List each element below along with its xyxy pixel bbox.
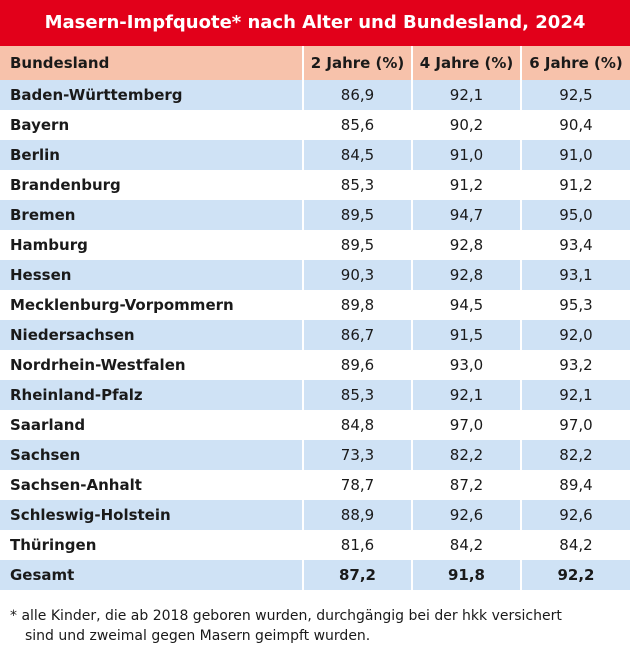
cell-bundesland: Schleswig-Holstein bbox=[0, 500, 304, 530]
column-header-bundesland: Bundesland bbox=[0, 46, 304, 80]
cell-value: 89,5 bbox=[303, 200, 413, 230]
cell-value: 81,6 bbox=[303, 530, 413, 560]
cell-value: 90,3 bbox=[303, 260, 413, 290]
cell-bundesland: Thüringen bbox=[0, 530, 304, 560]
cell-value: 92,1 bbox=[412, 380, 522, 410]
cell-value: 89,4 bbox=[521, 470, 630, 500]
table-row: Schleswig-Holstein 88,9 92,6 92,6 bbox=[0, 500, 630, 530]
header-row: Bundesland 2 Jahre (%) 4 Jahre (%) 6 Jah… bbox=[0, 46, 630, 80]
table-row: Niedersachsen 86,7 91,5 92,0 bbox=[0, 320, 630, 350]
column-header-6-jahre: 6 Jahre (%) bbox=[521, 46, 630, 80]
cell-value: 85,3 bbox=[303, 170, 413, 200]
cell-bundesland: Saarland bbox=[0, 410, 304, 440]
cell-value: 93,0 bbox=[412, 350, 522, 380]
cell-value: 89,8 bbox=[303, 290, 413, 320]
cell-value: 97,0 bbox=[521, 410, 630, 440]
cell-value: 84,8 bbox=[303, 410, 413, 440]
cell-value: 97,0 bbox=[412, 410, 522, 440]
footnote-line-1: * alle Kinder, die ab 2018 geboren wurde… bbox=[10, 608, 562, 624]
cell-bundesland: Sachsen-Anhalt bbox=[0, 470, 304, 500]
cell-value: 92,1 bbox=[521, 380, 630, 410]
cell-value: 91,0 bbox=[521, 140, 630, 170]
cell-bundesland: Bremen bbox=[0, 200, 304, 230]
cell-value: 87,2 bbox=[412, 470, 522, 500]
table-row: Rheinland-Pfalz 85,3 92,1 92,1 bbox=[0, 380, 630, 410]
cell-value: 92,8 bbox=[412, 260, 522, 290]
cell-bundesland: Berlin bbox=[0, 140, 304, 170]
cell-value: 88,9 bbox=[303, 500, 413, 530]
cell-value: 82,2 bbox=[521, 440, 630, 470]
cell-bundesland: Hessen bbox=[0, 260, 304, 290]
table-row: Bremen 89,5 94,7 95,0 bbox=[0, 200, 630, 230]
table-row: Mecklenburg-Vorpommern 89,8 94,5 95,3 bbox=[0, 290, 630, 320]
table-row: Sachsen 73,3 82,2 82,2 bbox=[0, 440, 630, 470]
cell-value: 94,5 bbox=[412, 290, 522, 320]
cell-value: 91,2 bbox=[521, 170, 630, 200]
table-body: Baden-Württemberg 86,9 92,1 92,5 Bayern 85,6 9… bbox=[0, 80, 630, 590]
cell-value: 82,2 bbox=[412, 440, 522, 470]
cell-bundesland: Niedersachsen bbox=[0, 320, 304, 350]
cell-bundesland: Baden-Württemberg bbox=[0, 80, 304, 110]
cell-value: 86,9 bbox=[303, 80, 413, 110]
table-title: Masern-Impfquote* nach Alter und Bundesl… bbox=[0, 0, 630, 46]
vaccination-table: Bundesland 2 Jahre (%) 4 Jahre (%) 6 Jah… bbox=[0, 46, 630, 590]
cell-value: 91,5 bbox=[412, 320, 522, 350]
cell-value: 92,5 bbox=[521, 80, 630, 110]
cell-bundesland: Hamburg bbox=[0, 230, 304, 260]
cell-value: 84,2 bbox=[521, 530, 630, 560]
cell-value: 92,2 bbox=[521, 560, 630, 590]
cell-value: 92,6 bbox=[412, 500, 522, 530]
cell-value: 95,0 bbox=[521, 200, 630, 230]
cell-value: 95,3 bbox=[521, 290, 630, 320]
table-row: Hamburg 89,5 92,8 93,4 bbox=[0, 230, 630, 260]
cell-value: 91,2 bbox=[412, 170, 522, 200]
cell-value: 94,7 bbox=[412, 200, 522, 230]
table-row: Brandenburg 85,3 91,2 91,2 bbox=[0, 170, 630, 200]
footnote: * alle Kinder, die ab 2018 geboren wurde… bbox=[0, 590, 630, 646]
cell-value: 84,2 bbox=[412, 530, 522, 560]
cell-bundesland: Sachsen bbox=[0, 440, 304, 470]
cell-bundesland: Mecklenburg-Vorpommern bbox=[0, 290, 304, 320]
cell-value: 78,7 bbox=[303, 470, 413, 500]
table-row: Saarland 84,8 97,0 97,0 bbox=[0, 410, 630, 440]
cell-value: 92,1 bbox=[412, 80, 522, 110]
cell-bundesland: Bayern bbox=[0, 110, 304, 140]
total-row: Gesamt 87,2 91,8 92,2 bbox=[0, 560, 630, 590]
cell-value: 91,0 bbox=[412, 140, 522, 170]
table-row: Thüringen 81,6 84,2 84,2 bbox=[0, 530, 630, 560]
cell-value: 90,2 bbox=[412, 110, 522, 140]
cell-value: 93,1 bbox=[521, 260, 630, 290]
table-row: Nordrhein-Westfalen 89,6 93,0 93,2 bbox=[0, 350, 630, 380]
cell-bundesland: Brandenburg bbox=[0, 170, 304, 200]
cell-value: 89,6 bbox=[303, 350, 413, 380]
cell-value: 93,4 bbox=[521, 230, 630, 260]
cell-value: 92,0 bbox=[521, 320, 630, 350]
table-row: Sachsen-Anhalt 78,7 87,2 89,4 bbox=[0, 470, 630, 500]
cell-value: 84,5 bbox=[303, 140, 413, 170]
column-header-4-jahre: 4 Jahre (%) bbox=[412, 46, 522, 80]
cell-value: 85,3 bbox=[303, 380, 413, 410]
cell-value: 87,2 bbox=[303, 560, 413, 590]
cell-value: 85,6 bbox=[303, 110, 413, 140]
table-row: Bayern 85,6 90,2 90,4 bbox=[0, 110, 630, 140]
cell-bundesland: Rheinland-Pfalz bbox=[0, 380, 304, 410]
cell-bundesland: Nordrhein-Westfalen bbox=[0, 350, 304, 380]
cell-value: 90,4 bbox=[521, 110, 630, 140]
cell-value: 86,7 bbox=[303, 320, 413, 350]
cell-value: 73,3 bbox=[303, 440, 413, 470]
cell-value: 92,6 bbox=[521, 500, 630, 530]
footnote-line-2: sind und zweimal gegen Masern geimpft wu… bbox=[25, 628, 371, 644]
cell-bundesland: Gesamt bbox=[0, 560, 304, 590]
table-row: Baden-Württemberg 86,9 92,1 92,5 bbox=[0, 80, 630, 110]
column-header-2-jahre: 2 Jahre (%) bbox=[303, 46, 413, 80]
table-row: Berlin 84,5 91,0 91,0 bbox=[0, 140, 630, 170]
cell-value: 92,8 bbox=[412, 230, 522, 260]
cell-value: 93,2 bbox=[521, 350, 630, 380]
table-row: Hessen 90,3 92,8 93,1 bbox=[0, 260, 630, 290]
cell-value: 89,5 bbox=[303, 230, 413, 260]
cell-value: 91,8 bbox=[412, 560, 522, 590]
